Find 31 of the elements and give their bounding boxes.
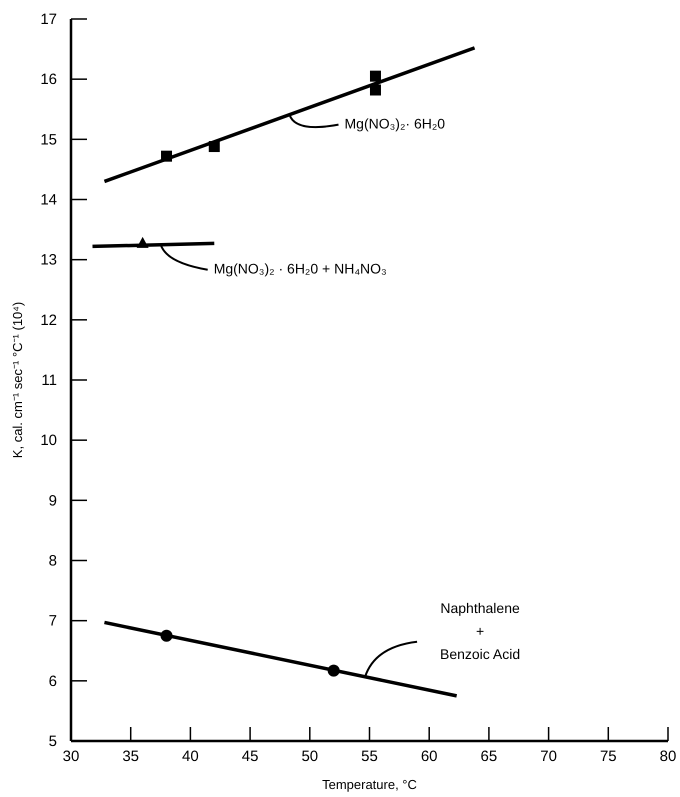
x-tick-label: 55 [361,748,378,765]
legend-label: Mg(NO₃)₂· 6H₂0 [344,116,446,132]
y-tick-label: 11 [41,372,57,389]
x-tick-label: 70 [540,748,557,765]
series-label: Mg(NO₃)₂ · 6H₂0 + NH₄NO₃ [214,260,387,277]
y-tick-label: 10 [40,432,57,450]
x-tick-label: 40 [182,748,199,765]
x-tick-label: 45 [242,748,258,765]
y-tick-label: 8 [48,552,57,570]
y-tick-label: 14 [40,192,57,208]
text: Naphthalene + Benzoic Acid [440,600,520,662]
x-tick-label: 75 [600,748,617,765]
point [370,70,381,82]
y-tick-label: 5 [48,733,57,750]
x-tick-label: 80 [660,748,676,765]
y-tick-label: 17 [40,11,57,28]
y-tick-label: 7 [48,612,57,630]
x-tick-label: 30 [62,748,80,765]
y-tick-label: 15 [40,131,57,148]
x-axis-title: Temperature, °C [322,777,417,792]
x-tick-label: 50 [301,748,318,765]
y-tick-label: 9 [48,492,57,510]
y-tick-label: 16 [40,71,57,88]
y-axis-title: K, cal. cm⁻¹ sec⁻¹ °C⁻¹ (10⁴) [10,302,25,458]
x-tick-label: 65 [480,748,498,765]
point [370,84,381,96]
y-tick-label: 6 [48,672,57,690]
y-tick-label: 13 [40,252,57,269]
x-tick-label: 60 [420,748,438,765]
x-tick-label: 35 [122,748,140,765]
y-tick-label: 12 [40,312,57,329]
